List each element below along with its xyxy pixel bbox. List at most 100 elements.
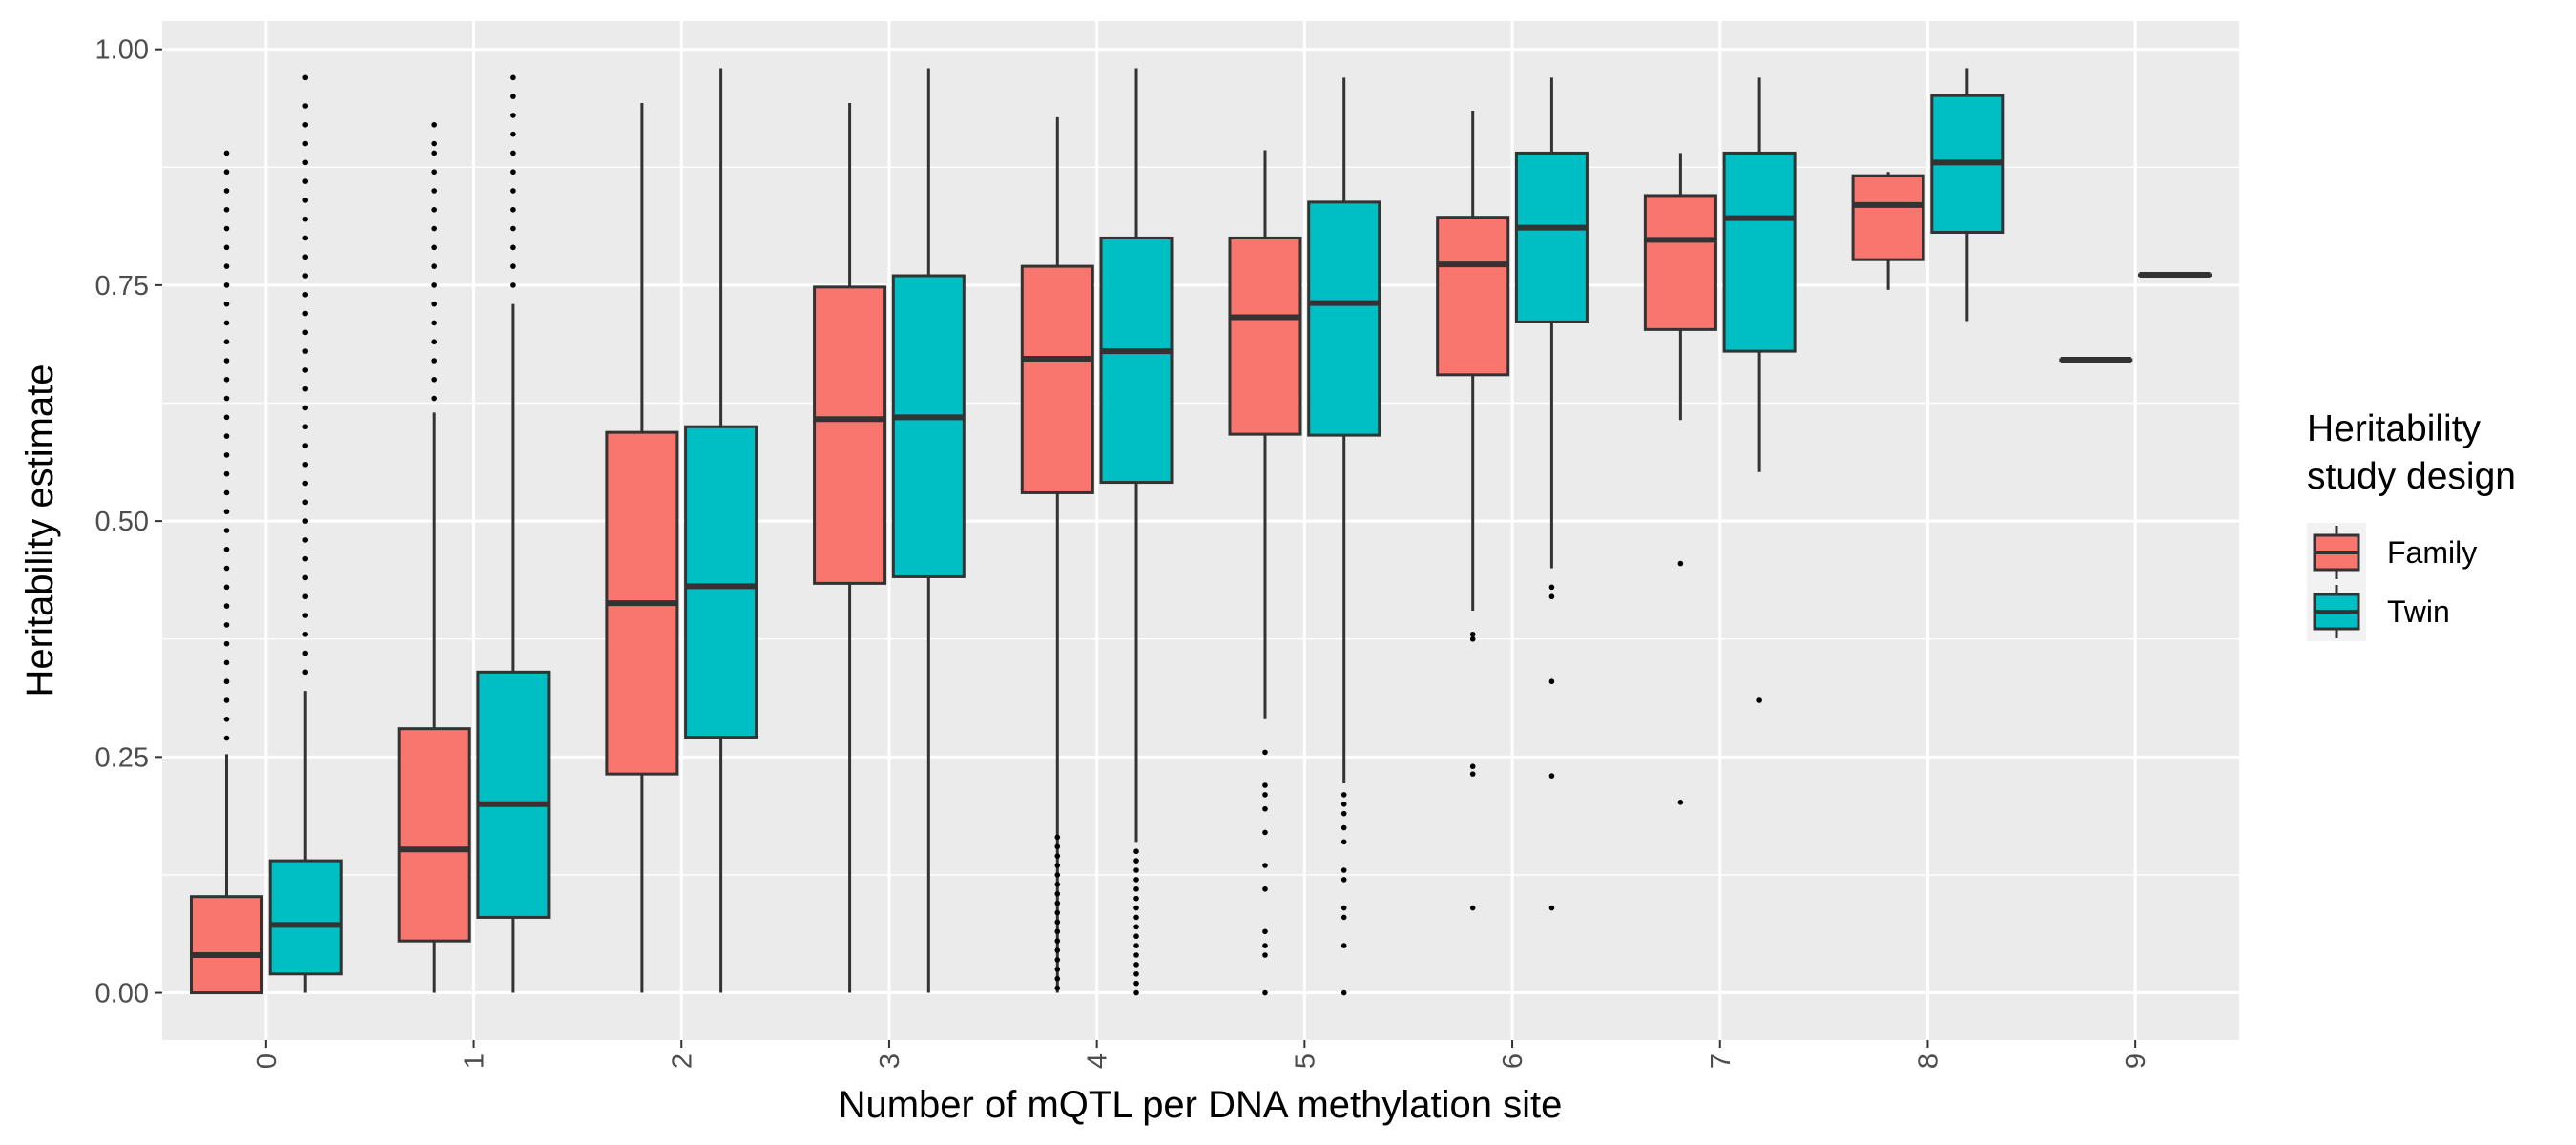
box-twin-2 [684,68,758,993]
outlier-point [1054,938,1061,944]
outlier-point [1340,792,1347,798]
outlier-point [302,537,309,543]
outlier-point [1262,749,1268,756]
outlier-point [223,622,230,628]
outlier-point [1262,943,1268,948]
outlier-point [431,320,437,326]
outlier-point [223,489,230,496]
outlier-point [1054,909,1061,916]
outlier-point [302,329,309,336]
x-axis-title: Number of mQTL per DNA methylation site [839,1084,1563,1126]
box-twin-3 [891,68,966,993]
outlier-point [1133,943,1139,948]
outlier-point [223,735,230,741]
outlier-point [302,235,309,241]
y-tick-label: 0.25 [95,742,149,773]
outlier-point [1756,697,1762,703]
outlier-point [431,376,437,383]
outlier-point [1133,895,1139,902]
legend-label: Family [2387,535,2477,570]
outlier-point [1133,867,1139,873]
outlier-point [1262,782,1268,788]
y-tick-label: 1.00 [95,35,149,66]
outlier-point [1054,853,1061,859]
outlier-point [223,528,230,533]
legend: Heritability study design Family Twin [2307,408,2516,641]
outlier-point [1054,947,1061,953]
outlier-point [431,225,437,232]
outlier-point [1262,805,1268,812]
outlier-point [1262,989,1268,996]
outlier-point [1133,924,1139,930]
box-body [1307,200,1381,437]
outlier-point [302,367,309,373]
outlier-point [1054,975,1061,982]
outlier-point [1548,905,1555,911]
box-body [397,727,471,943]
outlier-point [302,178,309,184]
y-axis: 0.00 0.25 0.50 0.75 1.00 [95,35,162,1010]
outlier-point [1677,560,1684,567]
box-body [268,859,343,976]
outlier-point [510,150,516,156]
box-twin-8 [1930,68,2005,322]
outlier-point [1469,631,1476,637]
outlier-point [302,443,309,448]
outlier-point [302,348,309,354]
outlier-point [510,94,516,99]
box-family-1 [397,121,471,993]
x-tick-label: 9 [2121,1053,2151,1069]
legend-item-family: Family [2307,523,2477,582]
outlier-point [1133,933,1139,940]
legend-title-line-1: Heritability [2307,408,2482,449]
outlier-point [223,433,230,439]
outlier-point [1054,843,1061,850]
outlier-point [223,565,230,572]
box-twin-4 [1099,68,1174,996]
outlier-point [223,659,230,666]
outlier-point [302,631,309,637]
outlier-point [302,613,309,618]
outlier-point [223,150,230,156]
outlier-point [223,395,230,402]
outlier-point [302,159,309,166]
outlier-point [431,301,437,307]
outlier-point [223,509,230,515]
outlier-point [1054,872,1061,878]
outlier-point [302,555,309,562]
outlier-point [223,358,230,364]
outlier-point [223,301,230,307]
outlier-point [1262,952,1268,958]
box-body [1099,236,1174,485]
outlier-point [1133,980,1139,987]
outlier-point [431,395,437,402]
outlier-point [1262,885,1268,892]
outlier-point [1262,928,1268,935]
y-tick-label: 0.50 [95,507,149,537]
box-body [1722,151,1797,353]
box-body [189,895,263,995]
outlier-point [302,499,309,506]
outlier-point [1469,771,1476,777]
outlier-point [1133,877,1139,883]
outlier-point [1133,914,1139,921]
legend-keys: Family Twin [2307,523,2477,641]
outlier-point [431,150,437,156]
outlier-point [510,169,516,176]
box-twin-9 [2138,272,2212,279]
outlier-point [1054,890,1061,897]
outlier-point [1340,989,1347,996]
outlier-point [302,480,309,487]
outlier-point [1054,967,1061,972]
outlier-point [431,121,437,128]
outlier-point [1340,810,1347,817]
x-tick-label: 2 [667,1053,697,1069]
outlier-point [1469,905,1476,911]
outlier-point [223,282,230,288]
box-body [1851,174,1925,261]
outlier-point [223,584,230,591]
outlier-point [1548,584,1555,591]
grid-major [162,21,2239,1040]
box-twin-5 [1307,77,1381,996]
outlier-point [1340,867,1347,873]
